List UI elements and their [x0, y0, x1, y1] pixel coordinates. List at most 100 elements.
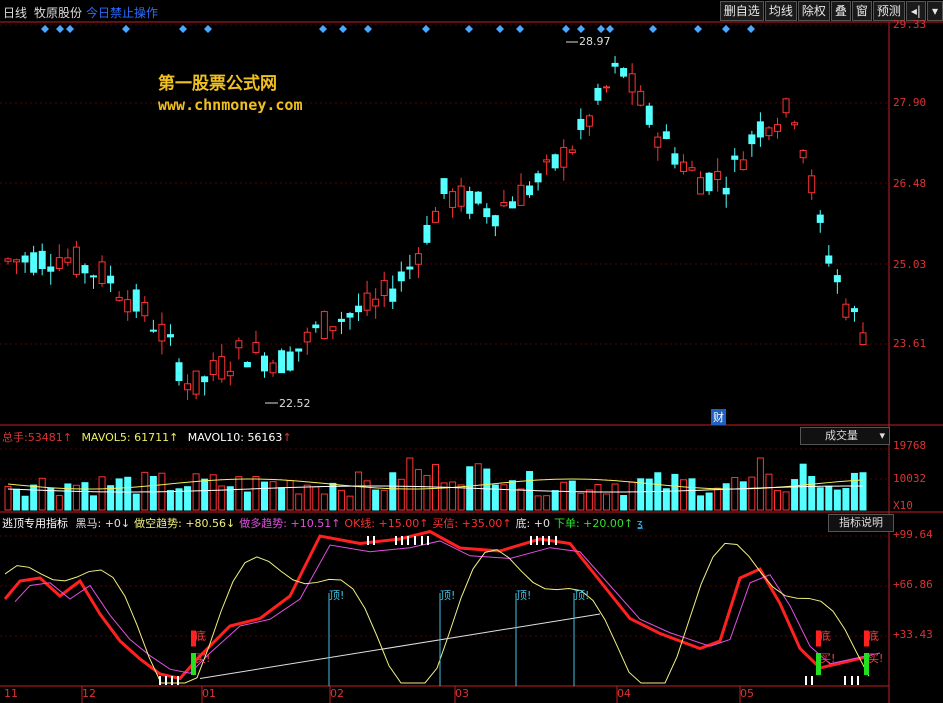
candlestick — [115, 296, 123, 301]
candlestick — [55, 257, 63, 269]
price-axis-label: 25.03 — [893, 258, 927, 271]
candlestick — [158, 323, 166, 342]
buy-signal-bar — [191, 653, 196, 675]
candlestick — [166, 334, 174, 338]
indicator-value-3: OK线: +15.00↑ — [344, 517, 429, 530]
candlestick — [423, 224, 431, 243]
volume-bar — [808, 476, 816, 511]
indicator-value-4: 买信: +35.00↑ — [432, 517, 512, 530]
candlestick — [243, 361, 251, 368]
volume-bar — [252, 476, 260, 511]
signal-diamond — [56, 25, 64, 33]
candlestick — [705, 172, 713, 192]
candlestick — [132, 289, 140, 312]
remove-watchlist-button[interactable]: 删自选 — [719, 1, 764, 21]
candlestick — [688, 167, 696, 171]
signal-diamond — [694, 25, 702, 33]
candlestick — [329, 326, 337, 332]
volume-bar — [346, 495, 354, 511]
toolbar: 日线 牧原股份 今日禁止操作 删自选 均线 除权 叠 窗 预测 ◂| ▾ — [0, 0, 943, 22]
signal-diamond — [747, 25, 755, 33]
watermark-title: 第一股票公式网 — [158, 74, 277, 94]
up-arrow-icon: ↑ — [282, 431, 292, 444]
candlestick — [201, 376, 209, 383]
candlestick — [4, 258, 12, 262]
overlay-button[interactable]: 叠 — [830, 1, 851, 21]
indicator-axis-label: +66.86 — [893, 578, 933, 591]
volume-bar — [90, 495, 97, 511]
ex-rights-button[interactable]: 除权 — [797, 1, 830, 21]
volume-bar — [825, 486, 833, 511]
volume-bar — [748, 476, 756, 511]
signal-diamond — [722, 25, 730, 33]
finance-badge[interactable]: 财 — [711, 409, 726, 425]
candlestick — [312, 324, 320, 329]
candlestick — [474, 191, 482, 204]
candlestick — [517, 184, 525, 206]
volume-bar — [457, 484, 465, 511]
candlestick — [98, 261, 106, 284]
volume-bar — [329, 482, 337, 511]
indicator-help-button[interactable]: 指标说明 — [828, 514, 894, 532]
indicator-select[interactable]: 成交量 ▾ — [800, 427, 890, 445]
triangle-down-icon[interactable]: ▾ — [926, 1, 943, 21]
candlestick — [491, 215, 499, 227]
candlestick — [380, 280, 388, 297]
period-label[interactable]: 日线 — [3, 6, 28, 20]
signal-diamond — [577, 25, 585, 33]
volume-bar — [603, 493, 610, 511]
candlestick — [303, 331, 311, 343]
arrow-left-bar-icon[interactable]: ◂| — [905, 1, 926, 21]
volume-bar — [423, 474, 431, 511]
volume-bar — [645, 478, 653, 511]
volume-bar — [261, 481, 268, 511]
volume-bar — [850, 472, 858, 511]
bottom-signal-bar — [816, 630, 821, 647]
volume-bar — [132, 493, 140, 511]
price-axis-label: 27.90 — [893, 96, 927, 109]
signal-diamond — [465, 25, 473, 33]
forecast-button[interactable]: 预测 — [872, 1, 905, 21]
volume-bar — [184, 486, 192, 511]
candlestick — [842, 303, 850, 318]
signal-diamond — [649, 25, 657, 33]
chevron-down-icon: ▾ — [879, 429, 885, 442]
volume-bar — [508, 480, 516, 511]
candlestick — [226, 370, 234, 377]
volume-axis-label: 10032 — [893, 472, 927, 485]
indicator-name[interactable]: 逃顶专用指标 — [2, 517, 68, 530]
month-label: 03 — [455, 687, 469, 700]
volume-bar — [141, 471, 149, 511]
candlestick — [765, 127, 773, 137]
candlestick — [72, 246, 80, 275]
volume-bar — [286, 480, 294, 511]
volume-bar — [380, 489, 388, 511]
volume-bar — [739, 481, 747, 511]
mavol10-value: 56163 — [247, 431, 283, 444]
candlestick — [500, 202, 508, 207]
candlestick — [850, 308, 858, 313]
candlestick — [603, 86, 610, 89]
price-axis-label: 23.61 — [893, 337, 927, 350]
volume-bar — [278, 487, 286, 511]
candlestick — [107, 275, 115, 284]
volume-bar — [517, 488, 525, 511]
volume-bar — [226, 486, 234, 511]
indicator-value-0: 黑马: +0↓ — [75, 517, 131, 530]
volume-bar — [500, 484, 508, 511]
signal-diamond — [562, 25, 570, 33]
candlestick — [594, 87, 602, 101]
window-button[interactable]: 窗 — [851, 1, 872, 21]
candlestick — [261, 355, 268, 372]
toolbar-buttons: 删自选 均线 除权 叠 窗 预测 ◂| ▾ — [719, 1, 943, 21]
candlestick — [286, 351, 294, 371]
volume-bar — [64, 483, 72, 511]
candlestick — [628, 73, 636, 93]
moving-average-button[interactable]: 均线 — [764, 1, 797, 21]
month-label: 05 — [740, 687, 754, 700]
buy-signal-bar — [816, 653, 821, 675]
candlestick — [218, 356, 226, 380]
top-signal-label: 顶! — [574, 589, 589, 602]
candlestick — [526, 185, 534, 196]
